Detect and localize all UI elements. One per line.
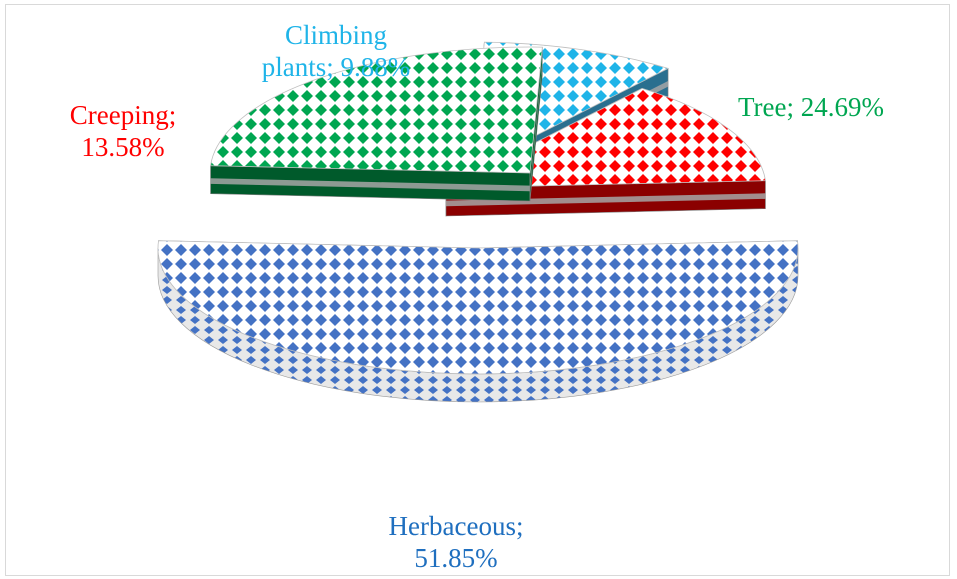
data-label-herbaceous-value: 51.85% (414, 543, 498, 573)
data-label-climbing-plants-value: plants; 9.88% (261, 52, 411, 82)
data-label-creeping-name: Creeping; (69, 100, 177, 130)
data-label-creeping: Creeping; 13.58% (48, 99, 198, 163)
data-label-herbaceous-name: Herbaceous; (388, 511, 524, 541)
data-label-climbing-plants-name: Climbing (284, 20, 387, 50)
data-label-climbing-plants: Climbing plants; 9.88% (231, 19, 441, 83)
data-label-herbaceous: Herbaceous; 51.85% (371, 510, 541, 574)
chart-area: Herbaceous; 51.85% Creeping; 13.58% Clim… (5, 4, 950, 576)
data-label-tree: Tree; 24.69% (716, 91, 906, 123)
pie-chart (157, 41, 799, 403)
pie-slice-herbaceous (157, 240, 799, 403)
pie-slice-tree (210, 46, 543, 202)
data-label-tree-name: Tree; 24.69% (738, 92, 884, 122)
data-label-creeping-value: 13.58% (81, 132, 165, 162)
